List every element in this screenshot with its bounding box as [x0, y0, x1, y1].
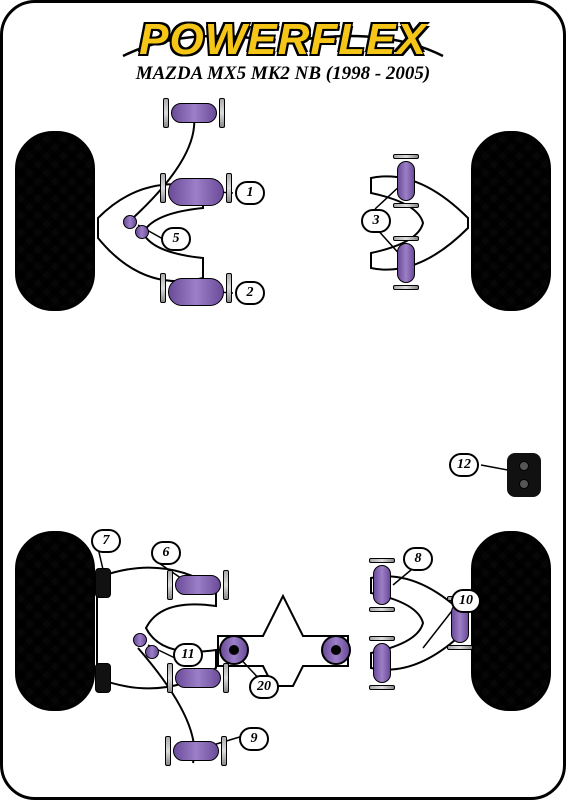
bushing-11a [133, 633, 147, 647]
callout-10: 10 [451, 589, 481, 613]
bushing-20-left [219, 635, 249, 665]
callout-6: 6 [151, 541, 181, 565]
bushing-3-bottom [397, 243, 415, 283]
bushing-5b [135, 225, 149, 239]
exhaust-hanger [507, 453, 541, 497]
bushing-rear-left-lower [175, 668, 221, 688]
wheel-front-left [15, 131, 95, 311]
bushing-20-right [321, 635, 351, 665]
callout-12: 12 [449, 453, 479, 477]
bushing-9 [173, 741, 219, 761]
brand-logo: POWERFLEX [139, 15, 427, 65]
bushing-7-bottom [95, 663, 111, 693]
bushing-arb-top [171, 103, 217, 123]
car-chassis-diagram: POWERFLEX MAZDA MX5 MK2 NB (1998 - 2005) [0, 0, 566, 800]
wheel-front-right [471, 131, 551, 311]
bushing-5a [123, 215, 137, 229]
callout-5: 5 [161, 227, 191, 251]
callout-8: 8 [403, 547, 433, 571]
bushing-8 [373, 565, 391, 605]
bushing-11b [145, 645, 159, 659]
callout-7: 7 [91, 529, 121, 553]
callout-11: 11 [173, 643, 203, 667]
callout-2: 2 [235, 281, 265, 305]
bushing-3-top [397, 161, 415, 201]
bushing-1 [168, 178, 224, 206]
bushing-6 [175, 575, 221, 595]
wheel-rear-left [15, 531, 95, 711]
callout-3: 3 [361, 209, 391, 233]
vehicle-subtitle: MAZDA MX5 MK2 NB (1998 - 2005) [136, 63, 431, 85]
callout-20: 20 [249, 675, 279, 699]
bushing-rear-right-lower [373, 643, 391, 683]
bushing-7-top [95, 568, 111, 598]
callout-9: 9 [239, 727, 269, 751]
callout-1: 1 [235, 181, 265, 205]
bushing-2 [168, 278, 224, 306]
wheel-rear-right [471, 531, 551, 711]
